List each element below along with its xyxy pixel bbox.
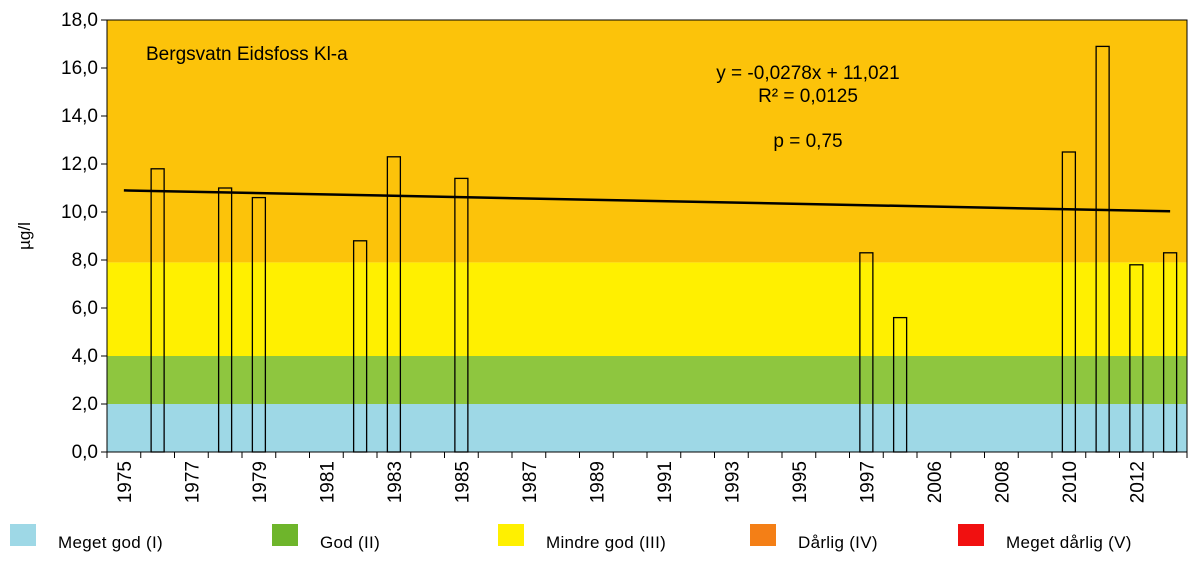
x-tick-label-7: 1989 <box>587 461 608 503</box>
x-tick-label-4: 1983 <box>385 461 406 503</box>
chart-title: Bergsvatn Eidsfoss Kl-a <box>146 44 348 65</box>
class-bands <box>107 20 1187 452</box>
legend-swatch-2 <box>498 524 524 546</box>
x-axis: 1975 1977 1979 1981 1983 1985 1987 1989 1991 1993… <box>106 452 1188 503</box>
class-band-0 <box>107 404 1187 452</box>
y-tick-label-0: 0,0 <box>72 442 98 463</box>
legend-swatch-1 <box>272 524 298 546</box>
x-tick-label-9: 1993 <box>722 461 743 503</box>
y-tick-label-5: 10,0 <box>61 202 98 223</box>
x-tick-label-15: 2012 <box>1127 461 1148 503</box>
y-tick-label-7: 14,0 <box>61 106 98 127</box>
legend-item-1: God (II) <box>272 524 380 552</box>
x-tick-label-0: 1975 <box>115 461 136 503</box>
legend-swatch-3 <box>750 524 776 546</box>
y-tick-label-6: 12,0 <box>61 154 98 175</box>
x-tick-label-13: 2008 <box>992 461 1013 503</box>
legend-item-4: Meget dårlig (V) <box>958 524 1132 552</box>
legend-swatch-0 <box>10 524 36 546</box>
legend-swatch-4 <box>958 524 984 546</box>
x-tick-label-2: 1979 <box>250 461 271 503</box>
class-band-1 <box>107 356 1187 404</box>
x-tick-label-3: 1981 <box>317 461 338 503</box>
class-band-3 <box>107 20 1187 263</box>
y-tick-label-9: 18,0 <box>61 10 98 31</box>
legend-item-2: Mindre god (III) <box>498 524 666 552</box>
y-tick-label-3: 6,0 <box>72 298 98 319</box>
x-tick-label-14: 2010 <box>1060 461 1081 503</box>
x-tick-label-11: 1997 <box>857 461 878 503</box>
x-tick-label-10: 1995 <box>790 461 811 503</box>
legend-item-0: Meget god (I) <box>10 524 163 552</box>
legend-item-3: Dårlig (IV) <box>750 524 878 552</box>
x-tick-label-8: 1991 <box>655 461 676 503</box>
legend-label-0: Meget god (I) <box>58 533 164 552</box>
legend: Meget god (I) God (II) Mindre god (III) Dår… <box>0 524 1198 574</box>
y-tick-label-1: 2,0 <box>72 394 98 415</box>
x-tick-label-6: 1987 <box>520 461 541 503</box>
x-tick-label-5: 1985 <box>452 461 473 503</box>
legend-label-1: God (II) <box>320 533 381 552</box>
trend-equation: y = -0,0278x + 11,021 <box>716 63 899 84</box>
class-band-2 <box>107 262 1187 356</box>
legend-label-2: Mindre god (III) <box>546 533 667 552</box>
y-tick-label-8: 16,0 <box>61 58 98 79</box>
chart: 0,0 2,0 4,0 6,0 8,0 10,0 12,0 14,0 16,0 18,0 1975… <box>15 10 1188 503</box>
trend-r-squared: R² = 0,0125 <box>758 86 858 107</box>
trend-line <box>123 189 1171 213</box>
y-tick-label-4: 8,0 <box>72 250 98 271</box>
x-tick-label-12: 2006 <box>925 461 946 503</box>
trend-p-value: p = 0,75 <box>773 131 842 152</box>
y-axis: 0,0 2,0 4,0 6,0 8,0 10,0 12,0 14,0 16,0 18,0 <box>61 10 107 463</box>
y-axis-label: µg/l <box>15 222 34 250</box>
legend-label-4: Meget dårlig (V) <box>1006 533 1132 552</box>
x-tick-label-1: 1977 <box>182 461 203 503</box>
y-tick-label-2: 4,0 <box>72 346 98 367</box>
legend-label-3: Dårlig (IV) <box>798 533 878 552</box>
